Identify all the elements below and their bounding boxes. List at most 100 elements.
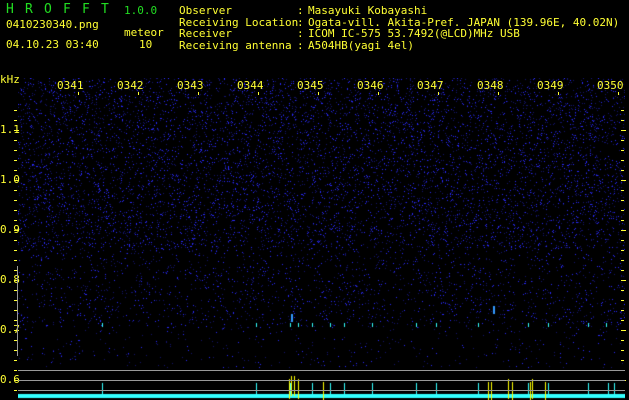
freq-tick [621,310,624,311]
level-line [18,390,625,391]
freq-tick [14,330,19,331]
freq-tick [621,200,624,201]
time-label: 0342 [117,79,144,92]
freq-tick [14,250,17,251]
logo-letter: F [82,2,90,17]
freq-tick [14,190,17,191]
time-label: 0349 [537,79,564,92]
time-tick [378,92,379,95]
logo-letter: F [63,2,71,17]
freq-tick [14,360,17,361]
file-name: 0410230340.png [6,18,99,31]
app-version: 1.0.0 [124,4,158,17]
freq-tick [621,250,624,251]
freq-tick [621,330,626,331]
freq-label: 0.8 [0,273,20,286]
time-label: 0347 [417,79,444,92]
logo-letter: R [25,2,33,17]
time-label: 0350 [597,79,624,92]
freq-tick [621,300,624,301]
freq-tick [621,190,624,191]
freq-tick [14,220,17,221]
freq-tick [14,350,17,351]
freq-tick [14,110,17,111]
freq-tick [14,290,17,291]
logo-letter: T [101,2,109,17]
time-tick [498,92,499,95]
level-line [18,380,625,381]
freq-tick [14,180,19,181]
freq-tick [621,170,624,171]
info-observer: Observer: Masayuki Kobayashi [179,4,428,17]
spectrogram [18,78,625,400]
freq-tick [621,150,624,151]
freq-tick [621,140,624,141]
freq-tick [621,360,624,361]
meteor-count: 10 [139,38,153,51]
time-tick [438,92,439,95]
time-tick [258,92,259,95]
freq-tick [621,350,624,351]
freq-tick [14,260,17,261]
freq-tick [621,220,624,221]
time-label: 0341 [57,79,84,92]
freq-tick [14,130,19,131]
freq-tick [14,200,17,201]
info-receiver: Receiver: ICOM IC-575 53.7492(@LCD)MHz US… [179,27,520,40]
freq-tick [14,160,17,161]
freq-tick [621,240,624,241]
freq-tick [621,290,624,291]
freq-tick [14,120,17,121]
freq-label: 1.1 [0,123,20,136]
logo-letter: O [44,2,52,17]
freq-tick [621,160,624,161]
freq-tick [14,170,17,171]
freq-tick [14,390,17,391]
freq-tick [621,180,626,181]
freq-label: 1.0 [0,173,20,186]
freq-tick [621,230,626,231]
freq-label: 0.9 [0,223,20,236]
freq-tick [14,370,17,371]
freq-tick [621,280,626,281]
freq-label: 0.7 [0,323,20,336]
meteor-label: meteor [124,26,164,39]
freq-tick [621,130,626,131]
freq-tick [14,230,19,231]
time-tick [558,92,559,95]
freq-tick [621,340,624,341]
level-line [18,370,625,371]
freq-tick [621,210,624,211]
info-antenna: Receiving antenna: A504HB(yagi 4el) [179,38,414,52]
time-label: 0343 [177,79,204,92]
freq-tick [14,150,17,151]
freq-tick [14,320,17,321]
time-tick [78,92,79,95]
freq-label: 0.6 [0,373,20,386]
time-label: 0344 [237,79,264,92]
time-tick [138,92,139,95]
freq-tick [621,120,624,121]
freq-tick [621,110,624,111]
station-info: Observer: Masayuki Kobayashi Receiving Lo… [179,5,619,51]
time-tick [318,92,319,95]
freq-tick [14,300,17,301]
time-label: 0346 [357,79,384,92]
axis-line [17,266,18,356]
freq-tick [14,240,17,241]
freq-tick [14,340,17,341]
time-tick [618,92,619,95]
time-tick [198,92,199,95]
freq-tick [14,270,17,271]
freq-tick [14,210,17,211]
info-location: Receiving Location: Ogata-vill. Akita-Pre… [179,15,620,29]
freq-tick [621,270,624,271]
freq-tick [14,310,17,311]
time-label: 0348 [477,79,504,92]
freq-tick [14,280,19,281]
unit-label: kHz [0,73,20,86]
freq-tick [14,140,17,141]
freq-tick [621,320,624,321]
logo-letter: H [6,2,14,17]
